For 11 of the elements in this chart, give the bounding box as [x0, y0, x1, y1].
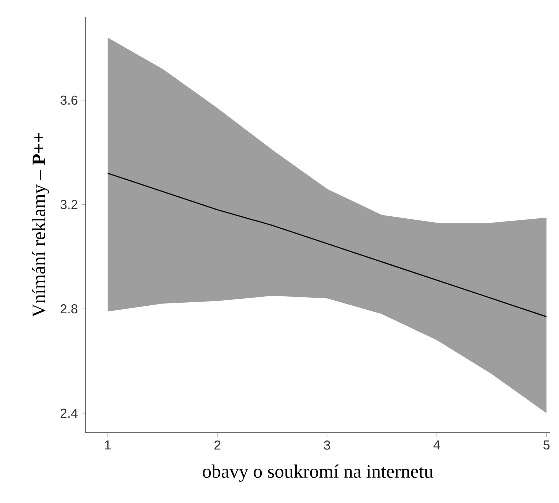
x-axis-title: obavy o soukromí na internetu	[203, 464, 434, 482]
y-tick-label: 3.6	[60, 96, 78, 106]
x-tick-label: 2	[214, 440, 221, 450]
x-tick-label: 3	[324, 440, 330, 450]
y-tick-label: 2.4	[60, 408, 78, 418]
x-tick-label: 5	[544, 440, 550, 450]
y-axis-title: Vnímání reklamy – P++	[32, 133, 50, 318]
x-tick-label: 1	[105, 440, 111, 450]
y-tick-label: 3.2	[60, 200, 78, 210]
x-tick-label: 4	[434, 440, 440, 450]
y-tick-label: 2.8	[60, 304, 78, 314]
